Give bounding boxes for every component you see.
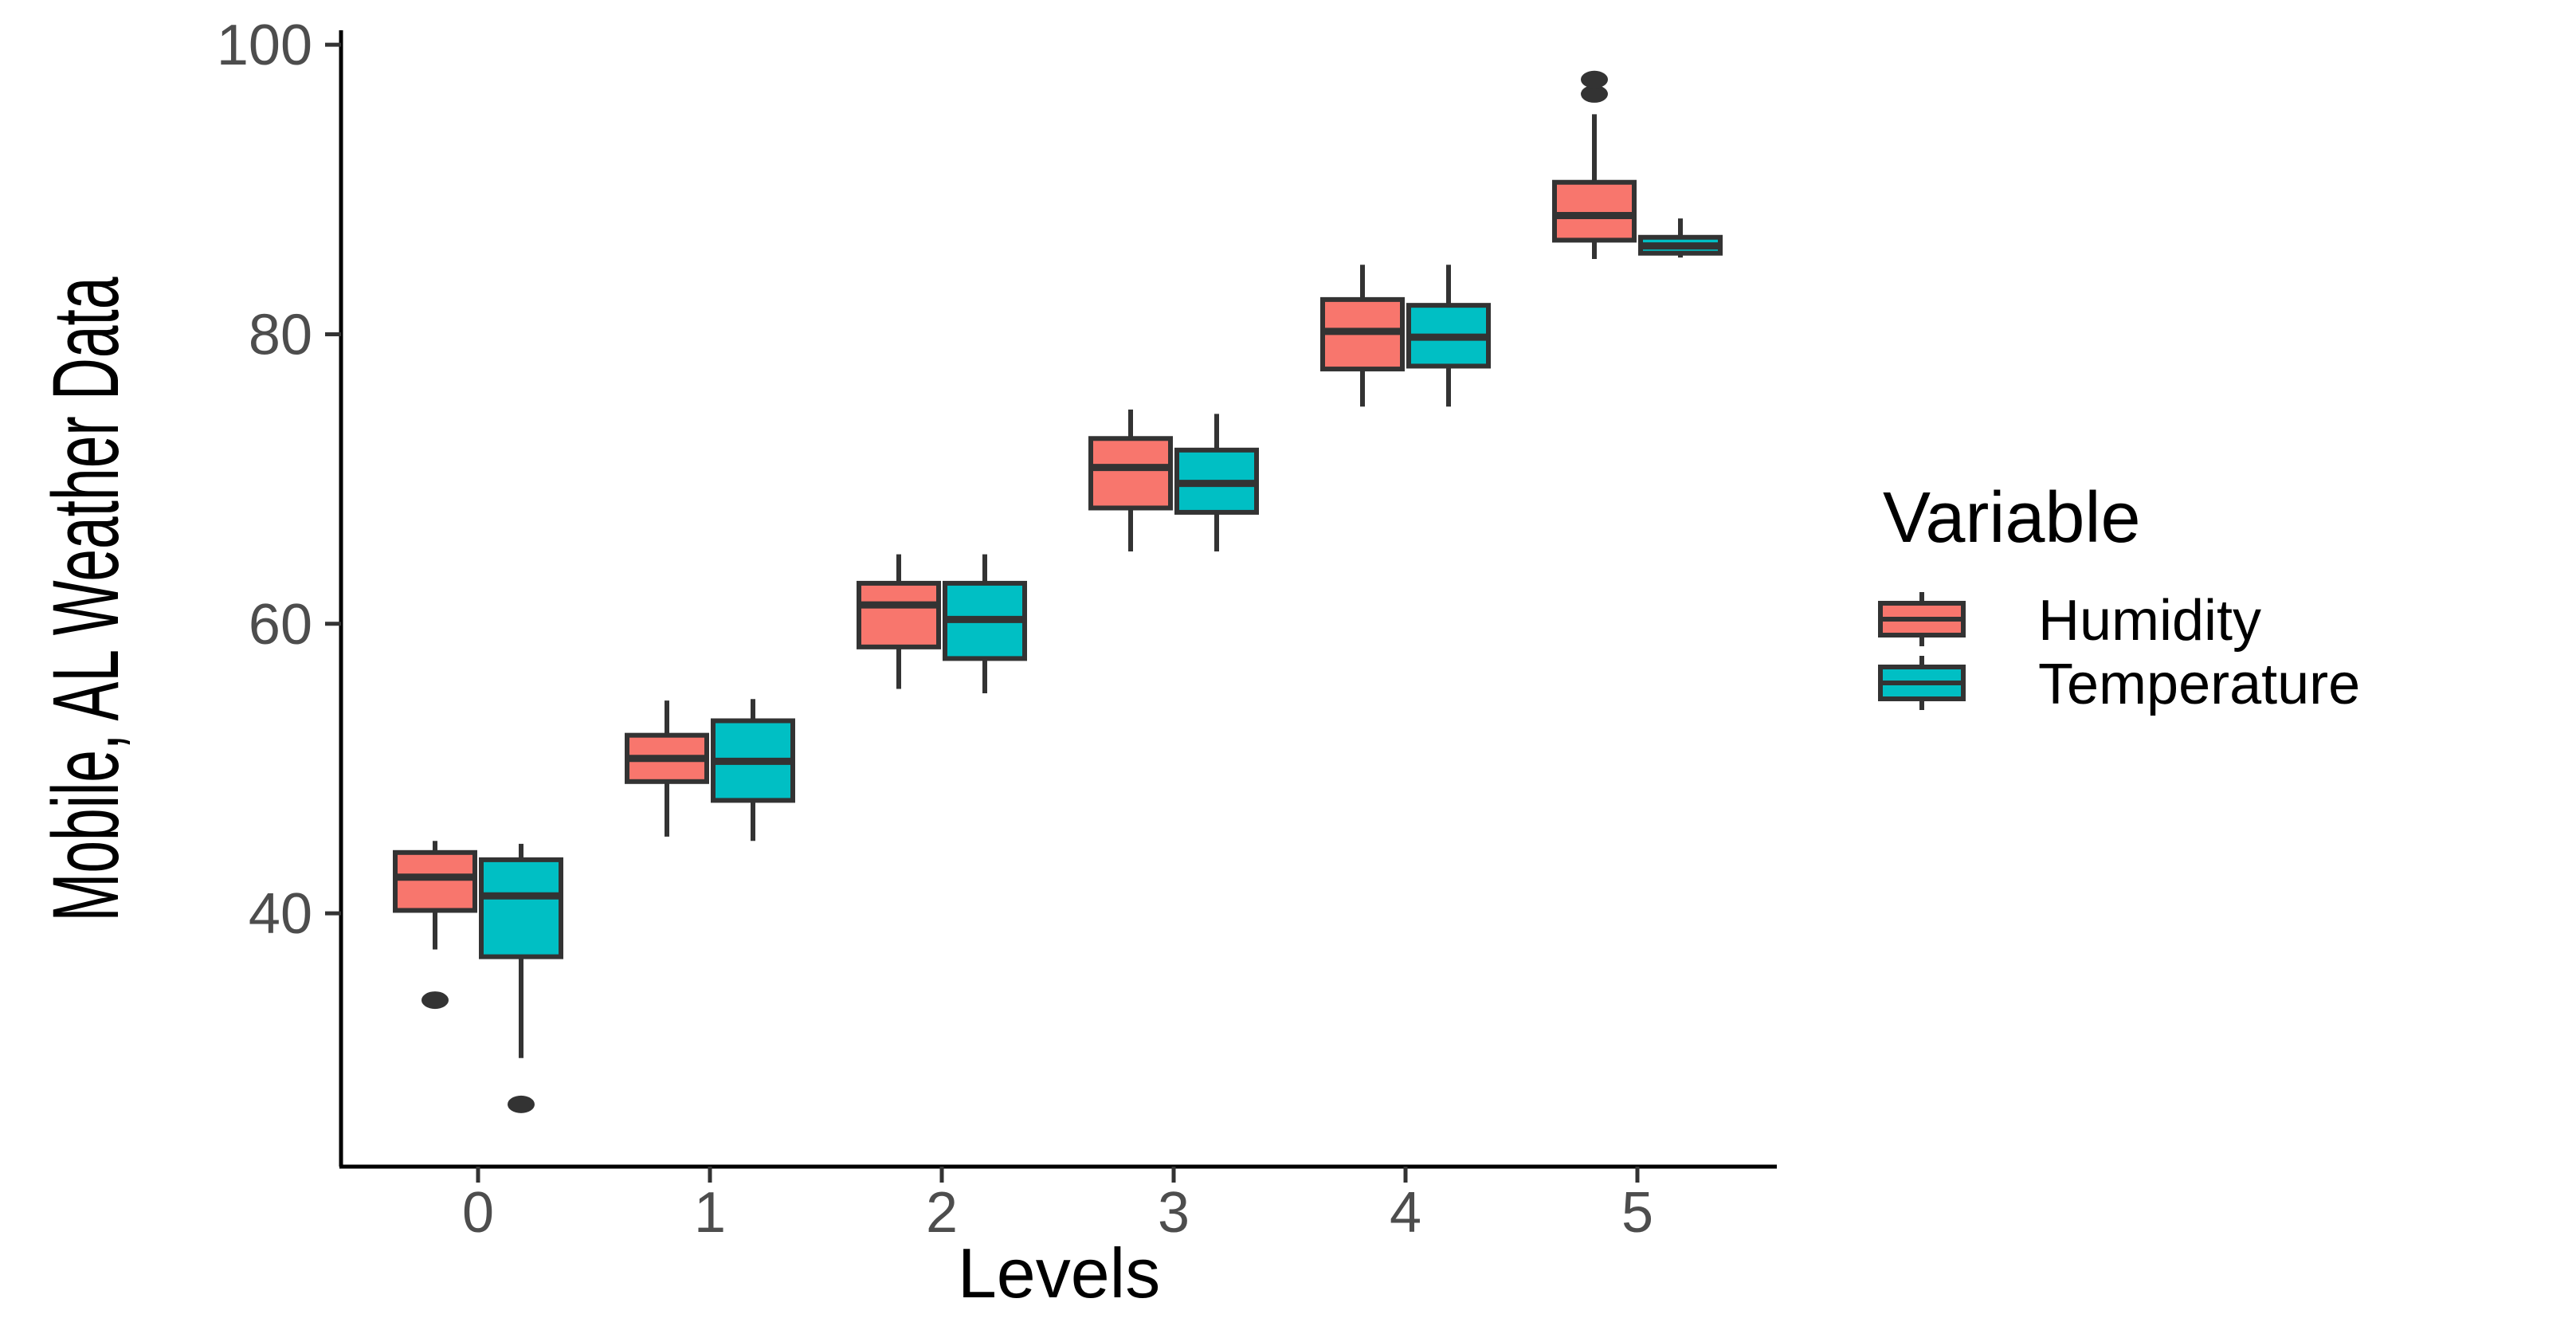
- box-group-temperature: [943, 554, 1027, 693]
- legend-key-humidity: [1878, 592, 1966, 646]
- y-tick-label: 100: [217, 14, 312, 77]
- outlier-point: [421, 991, 449, 1010]
- box: [393, 849, 477, 913]
- x-axis-ticks: 0 1 2 3 4 5: [462, 1167, 1653, 1245]
- box-group-humidity: [1552, 70, 1637, 260]
- box: [857, 580, 941, 649]
- axes: [339, 30, 1777, 1169]
- legend-title: Variable: [1883, 478, 2141, 558]
- box-group-humidity: [625, 700, 709, 837]
- box-group-temperature: [711, 699, 795, 842]
- box-group-temperature: [1174, 414, 1259, 551]
- outlier-point: [1581, 84, 1608, 103]
- x-tick-label: 3: [1158, 1181, 1190, 1245]
- x-tick-label: 1: [694, 1181, 726, 1245]
- box: [1088, 436, 1173, 511]
- y-tick-label: 60: [249, 593, 312, 657]
- box-group-humidity: [393, 841, 477, 1010]
- y-axis-title: Mobile, AL Weather Data: [33, 277, 138, 921]
- box-group-temperature: [1638, 218, 1723, 258]
- box-group-humidity: [857, 554, 941, 689]
- plot-area: [393, 70, 1723, 1113]
- legend-label: Humidity: [2038, 589, 2261, 653]
- x-tick-label: 2: [926, 1181, 958, 1245]
- y-axis-ticks: 40 60 80 100: [217, 14, 341, 946]
- box: [1552, 179, 1637, 243]
- y-tick-label: 80: [249, 303, 312, 367]
- legend-key-temperature: [1878, 656, 1966, 710]
- outlier-point: [508, 1095, 535, 1113]
- x-tick-label: 0: [462, 1181, 494, 1245]
- box-group-humidity: [1320, 265, 1405, 407]
- box-group-temperature: [1406, 265, 1491, 407]
- x-tick-label: 4: [1390, 1181, 1421, 1245]
- x-tick-label: 5: [1621, 1181, 1653, 1245]
- box: [479, 857, 563, 959]
- y-tick-label: 40: [249, 882, 312, 946]
- box-group-humidity: [1088, 409, 1173, 551]
- legend-label: Temperature: [2038, 653, 2360, 716]
- x-axis-title: Levels: [958, 1234, 1160, 1312]
- outlier-point: [1581, 70, 1608, 88]
- box-group-temperature: [479, 843, 563, 1113]
